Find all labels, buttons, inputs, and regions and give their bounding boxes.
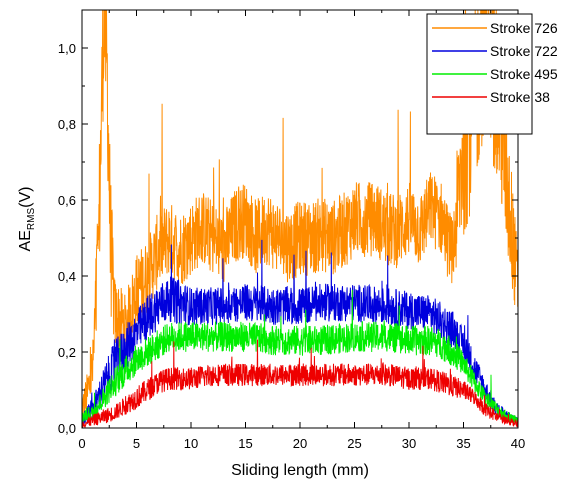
x-tick-label: 15 (238, 436, 252, 451)
y-tick-label: 0,4 (58, 269, 76, 284)
series-line (82, 289, 518, 424)
series-layer (82, 10, 518, 428)
legend: Stroke 726 Stroke 722 Stroke 495 Stroke 38 (426, 13, 558, 135)
y-tick-label: 0,8 (58, 117, 76, 132)
y-tick-label: 0,0 (58, 421, 76, 436)
x-axis: 0 5 10 15 20 25 30 35 40 (78, 10, 525, 451)
y-tick-label: 0,6 (58, 193, 76, 208)
y-tick-label: 1,0 (58, 41, 76, 56)
x-tick-label: 30 (402, 436, 416, 451)
series-line (82, 10, 518, 418)
series-line (82, 339, 518, 428)
x-tick-label: 10 (184, 436, 198, 451)
y-axis-label-sub: RMS (26, 208, 37, 231)
series-line (82, 239, 518, 425)
legend-label: Stroke 495 (490, 66, 558, 82)
x-tick-label: 20 (293, 436, 307, 451)
x-tick-label: 5 (133, 436, 140, 451)
legend-label: Stroke 726 (490, 20, 558, 36)
y-axis-label-main: AE (17, 230, 34, 251)
y-axis-label-unit: (V) (17, 187, 34, 208)
y-tick-label: 0,2 (58, 345, 76, 360)
x-axis-label: Sliding length (mm) (231, 462, 369, 479)
x-tick-label: 35 (456, 436, 470, 451)
y-axis: 0,0 0,2 0,4 0,6 0,8 1,0 (58, 9, 518, 436)
legend-label: Stroke 38 (490, 89, 550, 105)
x-tick-label: 25 (347, 436, 361, 451)
y-axis-label: AERMS(V) (17, 187, 37, 252)
x-tick-label: 40 (511, 436, 525, 451)
legend-label: Stroke 722 (490, 43, 558, 59)
x-tick-label: 0 (78, 436, 85, 451)
